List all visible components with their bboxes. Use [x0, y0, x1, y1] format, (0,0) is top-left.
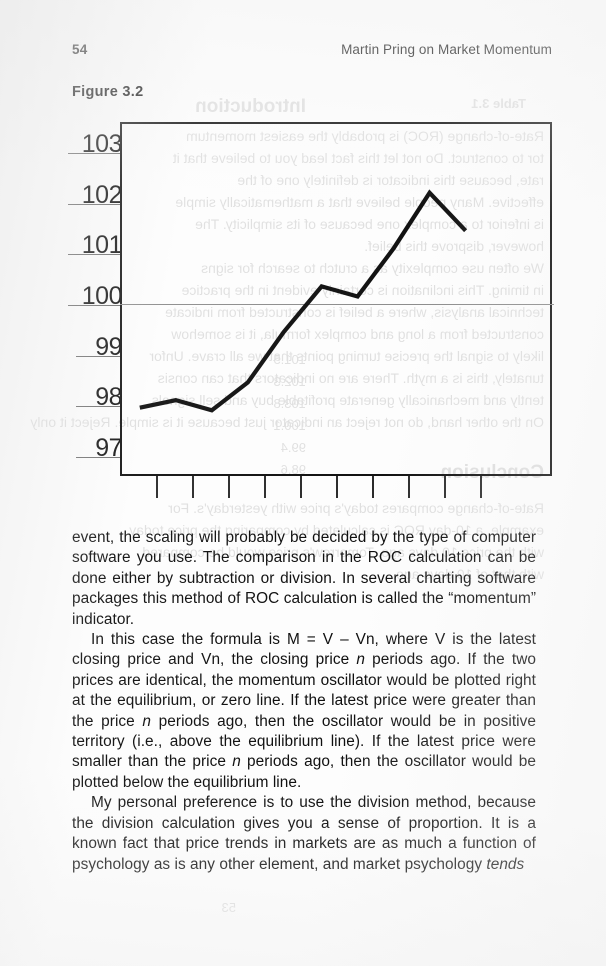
x-axis-tick-mark [156, 476, 158, 498]
text-run: My personal preference is to use the div… [72, 794, 536, 873]
x-axis-tick-mark [408, 476, 410, 498]
y-axis-tick-mark [68, 203, 122, 205]
page-number: 54 [72, 42, 88, 57]
y-axis-tick-mark [76, 406, 122, 408]
x-axis-tick-mark [444, 476, 446, 498]
x-axis-tick-mark [372, 476, 374, 498]
y-axis-tick-mark [76, 456, 122, 458]
italic-run: n [356, 651, 365, 669]
x-axis-tick-mark [300, 476, 302, 498]
book-title: Martin Pring on Market Momentum [341, 42, 552, 57]
y-axis-labels: 103 102 101 100 99 98 97 [44, 110, 123, 490]
body-paragraph: event, the scaling will probably be deci… [72, 528, 536, 630]
bleed-table-label: Table 3.1 [471, 96, 526, 111]
x-axis-tick-mark [192, 476, 194, 498]
y-axis-tick-mark [76, 355, 122, 357]
y-axis-tick-mark [68, 254, 122, 256]
body-paragraph: In this case the formula is M = V – Vn, … [72, 630, 536, 793]
y-axis-tick-mark [68, 305, 122, 307]
italic-run: tends [486, 855, 525, 873]
x-axis-tick-mark [228, 476, 230, 498]
y-axis-tick-mark [68, 153, 122, 155]
figure-block: 103 102 101 100 99 98 97 [0, 110, 606, 510]
text-run: event, the scaling will probably be deci… [72, 529, 536, 628]
body-text: event, the scaling will probably be deci… [72, 528, 536, 875]
italic-run: n [232, 753, 241, 771]
running-head: 54 Martin Pring on Market Momentum [72, 42, 552, 60]
x-axis-tick-mark [336, 476, 338, 498]
body-paragraph: My personal preference is to use the div… [72, 793, 536, 875]
x-axis-tick-mark [264, 476, 266, 498]
bleed-folio: 53 [221, 900, 236, 915]
price-line-series [139, 189, 468, 413]
italic-run: n [142, 712, 152, 730]
x-axis-tick-mark [480, 476, 482, 498]
figure-caption: Figure 3.2 [72, 84, 144, 100]
